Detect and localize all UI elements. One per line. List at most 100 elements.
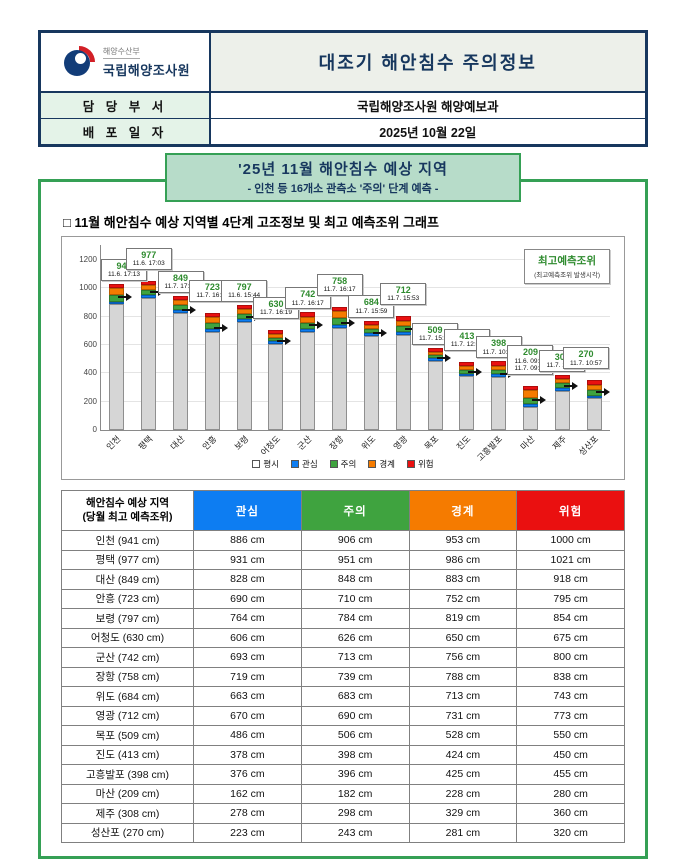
peak-value: 630	[268, 298, 284, 309]
chart-plot-area: 0 200 400 600 800 1000 1200 941 11.6. 17:13 인천 977…	[79, 245, 610, 463]
peak-value: 742	[300, 289, 316, 300]
table-row: 제주 (308 cm) 278 cm 298 cm 329 cm 360 cm	[61, 803, 625, 824]
bar-segment-관심	[459, 373, 475, 377]
peak-time: 11.7. 15:59	[355, 307, 388, 315]
peak-value: 941	[116, 260, 132, 271]
bar-segment-위험	[141, 281, 157, 286]
bar-segment-평시	[173, 312, 189, 430]
peak-arrow	[500, 372, 510, 375]
peak-time: 11.6. 17:13	[107, 271, 141, 279]
level-value-cell: 784 cm	[300, 608, 410, 629]
peak-time: 11.6. 15:44	[228, 291, 261, 299]
table-row: 영광 (712 cm) 670 cm 690 cm 731 cm 773 cm	[61, 705, 625, 726]
level-value-cell: 182 cm	[300, 783, 410, 804]
level-value-cell: 951 cm	[300, 549, 410, 570]
x-axis-label-군산: 군산	[295, 433, 314, 452]
bar-segment-평시	[395, 335, 411, 430]
peak-arrow-head	[380, 329, 387, 338]
legend-label: 경계	[379, 459, 395, 469]
level-value-cell: 719 cm	[193, 666, 302, 687]
gridline	[101, 259, 610, 260]
level-value-cell: 243 cm	[300, 822, 410, 843]
peak-time: 11.7. 16:19	[259, 309, 292, 317]
bar-segment-경계	[395, 320, 411, 327]
bar-segment-위험	[300, 312, 316, 317]
peak-arrow	[341, 321, 351, 324]
peak-time: 11.6. 17:03	[132, 260, 165, 268]
level-value-cell: 550 cm	[516, 725, 625, 746]
bar-segment-위험	[395, 316, 411, 321]
bar-segment-주의	[300, 322, 316, 329]
level-value-cell: 886 cm	[193, 530, 302, 551]
peak-value: 712	[395, 285, 411, 296]
peak-time: 11.7. 12:06	[450, 341, 483, 349]
gridline	[101, 344, 610, 345]
level-value-cell: 425 cm	[408, 764, 518, 785]
bar-segment-관심	[173, 309, 189, 313]
bar-segment-위험	[363, 320, 379, 325]
peak-arrow-head	[221, 323, 228, 332]
peak-time: 11.7. 16:17	[323, 286, 356, 294]
legend-label: 평시	[263, 459, 280, 469]
table-row: 보령 (797 cm) 764 cm 784 cm 819 cm 854 cm	[61, 608, 625, 629]
legend-swatch-경계	[368, 460, 377, 468]
bar-segment-평시	[363, 336, 379, 430]
peak-value: 849	[173, 272, 189, 283]
ministry-label: 해양수산부	[102, 46, 140, 59]
level-header-주의: 주의	[300, 490, 410, 531]
department-value: 국립해양조사원 해양예보과	[210, 92, 645, 118]
level-value-cell: 713 cm	[408, 686, 518, 707]
region-header-cell: 해안침수 예상 지역 (당월 최고 예측조위)	[61, 490, 194, 531]
peak-arrow-head	[317, 320, 324, 329]
table-row: 어청도 (630 cm) 606 cm 626 cm 650 cm 675 cm	[61, 627, 625, 648]
bar-segment-평시	[236, 321, 252, 430]
peak-label-장항: 758 11.7. 16:17	[316, 273, 363, 297]
x-axis-label-제주: 제주	[549, 433, 569, 452]
level-value-cell: 281 cm	[408, 822, 518, 843]
bar-segment-관심	[363, 333, 379, 337]
table-row: 진도 (413 cm) 378 cm 398 cm 424 cm 450 cm	[61, 744, 625, 765]
bar-segment-관심	[204, 329, 220, 333]
peak-arrow	[563, 385, 573, 388]
notice-subtitle: - 인천 등 16개소 관측소 '주의' 단계 예측 -	[247, 183, 439, 195]
peak-value: 270	[578, 349, 594, 360]
level-value-cell: 228 cm	[408, 783, 518, 804]
bar-segment-관심	[109, 301, 125, 305]
level-value-cell: 396 cm	[300, 764, 410, 785]
y-axis-tick-label: 1000	[79, 283, 97, 293]
legend-label: 위험	[417, 459, 434, 469]
level-value-cell: 752 cm	[408, 588, 518, 609]
x-axis-label-인천: 인천	[104, 433, 123, 452]
bar-segment-평시	[141, 298, 157, 430]
level-value-cell: 764 cm	[193, 608, 302, 629]
table-row: 마산 (209 cm) 162 cm 182 cm 228 cm 280 cm	[61, 783, 625, 804]
level-value-cell: 795 cm	[516, 588, 625, 609]
x-axis-label-보령: 보령	[231, 433, 250, 452]
region-cell: 고흥발포 (398 cm)	[61, 764, 194, 785]
level-value-cell: 670 cm	[193, 705, 302, 726]
peak-arrow	[531, 399, 541, 402]
bar-segment-경계	[554, 379, 570, 384]
x-axis-label-어청도: 어청도	[258, 433, 282, 458]
legend-item-평시: 평시	[252, 458, 279, 470]
peak-value: 209	[522, 347, 538, 358]
bar-segment-위험	[554, 374, 570, 379]
x-axis-label-대산: 대산	[168, 433, 187, 452]
level-value-cell: 828 cm	[193, 569, 302, 590]
level-value-cell: 278 cm	[193, 803, 302, 824]
bar-segment-평시	[586, 398, 602, 430]
level-value-cell: 931 cm	[193, 549, 302, 570]
peak-arrow-head	[444, 353, 451, 362]
table-row: 평택 (977 cm) 931 cm 951 cm 986 cm 1021 cm	[61, 549, 625, 570]
level-header-위험: 위험	[516, 490, 625, 531]
peak-value: 758	[332, 275, 348, 286]
level-value-cell: 320 cm	[516, 822, 625, 843]
level-value-cell: 953 cm	[408, 530, 518, 551]
chart-legend: 평시 관심 주의 경계 위험	[70, 458, 616, 470]
level-value-cell: 739 cm	[300, 666, 410, 687]
bar-segment-주의	[109, 295, 125, 302]
level-value-cell: 1021 cm	[516, 549, 625, 570]
level-value-cell: 986 cm	[408, 549, 518, 570]
region-cell: 마산 (209 cm)	[61, 783, 194, 804]
bar-segment-위험	[427, 347, 443, 353]
